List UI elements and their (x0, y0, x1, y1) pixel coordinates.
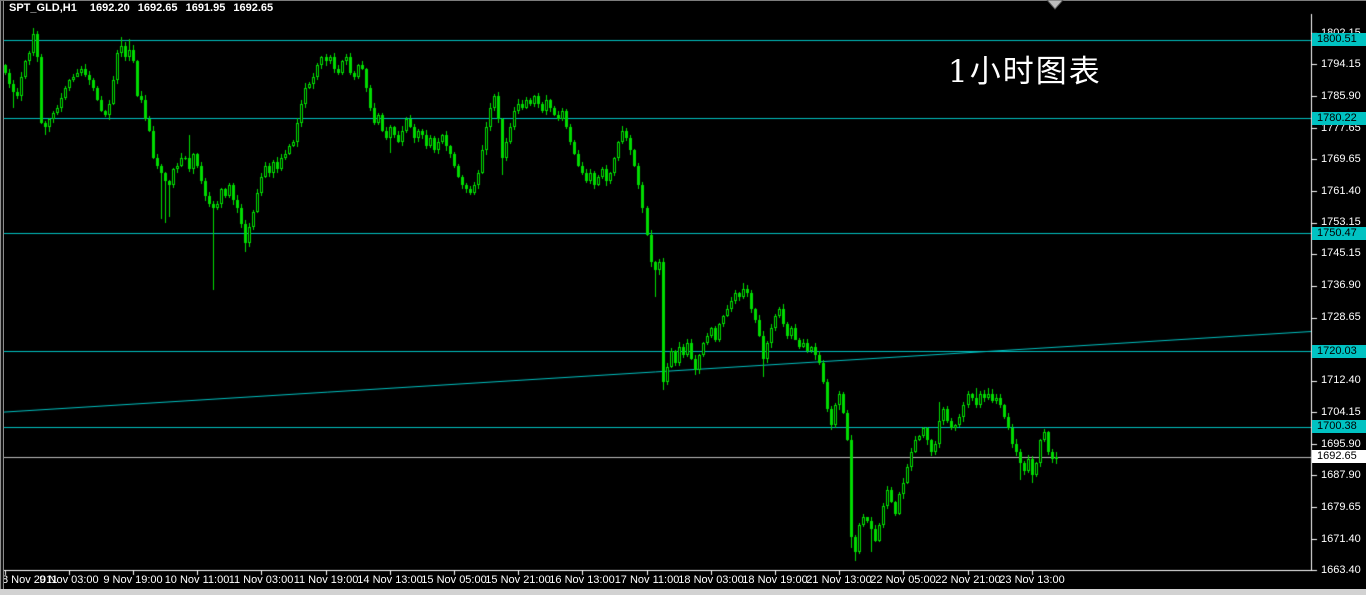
price-tick-label: 1794.15 (1321, 58, 1361, 70)
price-level-badge: 1700.38 (1312, 420, 1366, 433)
time-axis-label: 18 Nov 19:00 (742, 574, 808, 586)
price-tick-label: 1728.65 (1321, 311, 1361, 323)
time-axis-label: 17 Nov 11:00 (614, 574, 680, 586)
time-axis-label: 15 Nov 21:00 (485, 574, 551, 586)
time-axis-label: 22 Nov 05:00 (870, 574, 936, 586)
time-axis-label: 21 Nov 13:00 (806, 574, 872, 586)
time-axis-label: 16 Nov 13:00 (549, 574, 615, 586)
mouse-cursor-icon (1046, 0, 1064, 10)
price-axis[interactable]: 1802.151794.151785.901777.651769.651761.… (1312, 0, 1366, 589)
window-bottom-edge (0, 589, 1366, 595)
quote-close: 1692.65 (233, 2, 274, 14)
window-top-border (0, 0, 1366, 1)
price-level-badge: 1720.03 (1312, 345, 1366, 358)
time-axis-label: 15 Nov 05:00 (421, 574, 487, 586)
time-axis[interactable]: 8 Nov 2011 9 Nov 03:00 9 Nov 19:00 10 Nov 1… (0, 570, 1366, 589)
price-tick-label: 1753.15 (1321, 216, 1361, 228)
price-tick-label: 1777.65 (1321, 122, 1361, 134)
time-axis-label: 8 Nov 2011 (2, 574, 58, 586)
current-price-badge: 1692.65 (1312, 450, 1366, 463)
time-axis-label: 23 Nov 13:00 (999, 574, 1065, 586)
price-tick-label: 1712.40 (1321, 374, 1361, 386)
time-axis-label: 22 Nov 21:00 (935, 574, 1001, 586)
price-tick-label: 1704.15 (1321, 406, 1361, 418)
price-tick-label: 1663.40 (1321, 564, 1361, 576)
time-axis-label: 18 Nov 03:00 (678, 574, 744, 586)
price-tick-label: 1687.90 (1321, 469, 1361, 481)
symbol-period-label: SPT_GLD,H1 (9, 2, 77, 14)
price-tick-label: 1785.90 (1321, 90, 1361, 102)
price-tick-label: 1761.40 (1321, 185, 1361, 197)
price-level-badge: 1750.47 (1312, 227, 1366, 240)
price-tick-label: 1745.15 (1321, 247, 1361, 259)
window-left-border (0, 0, 4, 595)
price-tick-label: 1736.90 (1321, 279, 1361, 291)
price-level-badge: 1800.51 (1312, 33, 1366, 46)
price-tick-label: 1671.40 (1321, 533, 1361, 545)
price-tick-label: 1769.65 (1321, 153, 1361, 165)
chart-window-title: SPT_GLD,H1 1692.20 1692.65 1691.95 1692.… (9, 2, 278, 14)
time-axis-label: 11 Nov 03:00 (228, 574, 294, 586)
time-axis-label: 14 Nov 13:00 (357, 574, 423, 586)
time-axis-label: 9 Nov 03:00 (39, 574, 99, 586)
quote-low: 1691.95 (185, 2, 226, 14)
price-tick-label: 1679.65 (1321, 501, 1361, 513)
time-axis-label: 9 Nov 19:00 (103, 574, 163, 586)
price-level-badge: 1780.22 (1312, 112, 1366, 125)
time-axis-label: 10 Nov 11:00 (164, 574, 230, 586)
quote-open: 1692.20 (89, 2, 130, 14)
chart-annotation-1hour: 1小时图表 (948, 54, 1102, 90)
price-tick-label: 1695.90 (1321, 438, 1361, 450)
quote-high: 1692.65 (137, 2, 178, 14)
time-axis-label: 11 Nov 19:00 (293, 574, 359, 586)
